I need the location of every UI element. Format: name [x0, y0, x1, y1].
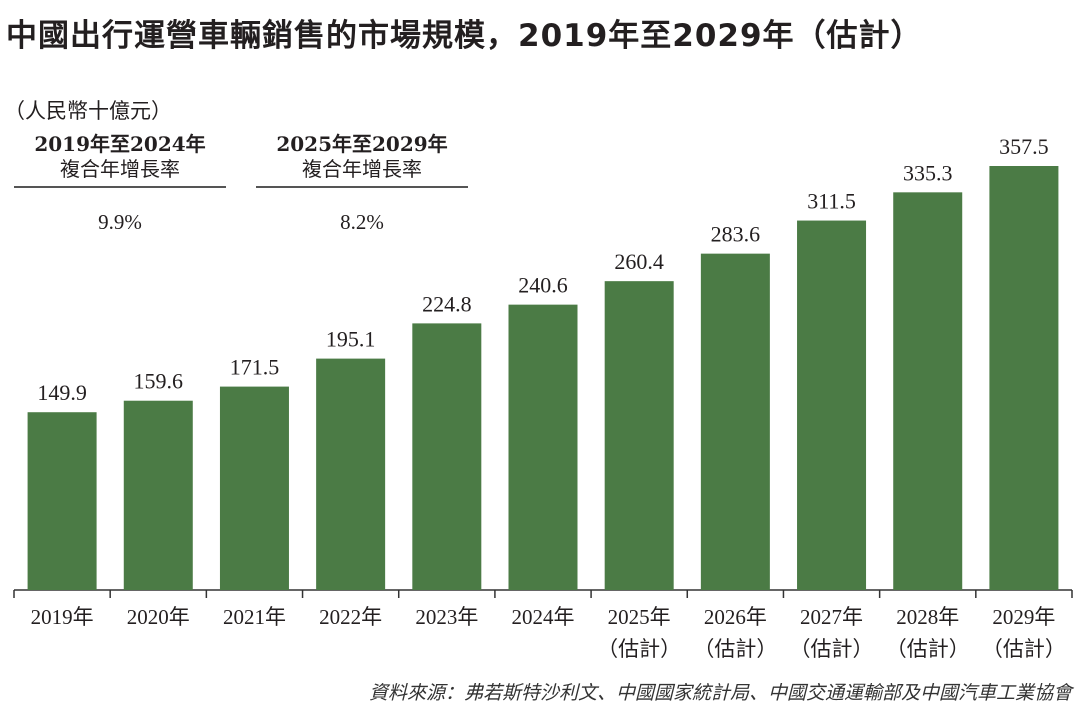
data-label: 224.8: [422, 291, 472, 316]
x-tick-label: 2025年: [608, 605, 671, 629]
data-label: 283.6: [711, 222, 761, 247]
cagr-label: 複合年增長率: [60, 157, 180, 181]
x-tick-note: （估計）: [982, 637, 1066, 661]
cagr-value: 9.9%: [98, 210, 142, 234]
x-tick-label: 2021年: [223, 605, 286, 629]
divider: [256, 186, 468, 188]
cagr-period: 2025年至2029年: [276, 132, 448, 156]
bar-2021年: [219, 386, 289, 590]
x-tick-label: 2027年: [800, 605, 863, 629]
x-tick-label: 2029年: [992, 605, 1055, 629]
data-label: 195.1: [326, 327, 376, 352]
bar-2024年: [508, 304, 578, 590]
x-tick-note: （估計）: [597, 637, 681, 661]
data-label: 311.5: [807, 189, 856, 214]
x-tick-label: 2020年: [127, 605, 190, 629]
data-label: 335.3: [903, 160, 953, 185]
bar-2028年: [893, 192, 963, 590]
x-tick-note: （估計）: [790, 637, 874, 661]
data-label: 240.6: [518, 273, 568, 298]
unit-label: （人民幣十億元）: [4, 99, 172, 123]
x-tick-label: 2028年: [896, 605, 959, 629]
cagr-block-2025-2029: 2025年至2029年 複合年增長率 8.2%: [256, 132, 468, 235]
divider: [14, 186, 226, 188]
bar-2023年: [412, 323, 482, 590]
chart-title: 中國出行運營車輛銷售的市場規模，2019年至2029年（估計）: [6, 18, 923, 54]
data-label: 149.9: [37, 380, 87, 405]
cagr-period: 2019年至2024年: [34, 132, 206, 156]
data-label: 260.4: [614, 249, 664, 274]
x-tick-label: 2022年: [319, 605, 382, 629]
x-tick-note: （估計）: [886, 637, 970, 661]
bar-2029年: [989, 166, 1059, 590]
cagr-block-2019-2024: 2019年至2024年 複合年增長率 9.9%: [14, 132, 226, 235]
x-tick-label: 2023年: [415, 605, 478, 629]
bar-2026年: [700, 253, 770, 591]
bar-2025年: [604, 281, 674, 590]
bar-2020年: [123, 400, 193, 590]
cagr-value: 8.2%: [340, 210, 384, 234]
data-label: 171.5: [230, 355, 280, 380]
bar-2027年: [797, 220, 867, 590]
data-label: 159.6: [134, 369, 184, 394]
x-tick-label: 2019年: [31, 605, 94, 629]
bar-2022年: [316, 358, 386, 590]
x-tick-note: （估計）: [693, 637, 777, 661]
cagr-label: 複合年增長率: [302, 157, 422, 181]
data-label: 357.5: [999, 134, 1049, 159]
x-tick-label: 2024年: [512, 605, 575, 629]
source-note: 資料來源：弗若斯特沙利文、中國國家統計局、中國交通運輸部及中國汽車工業協會: [368, 682, 1072, 704]
x-tick-label: 2026年: [704, 605, 767, 629]
bar-2019年: [27, 412, 97, 590]
